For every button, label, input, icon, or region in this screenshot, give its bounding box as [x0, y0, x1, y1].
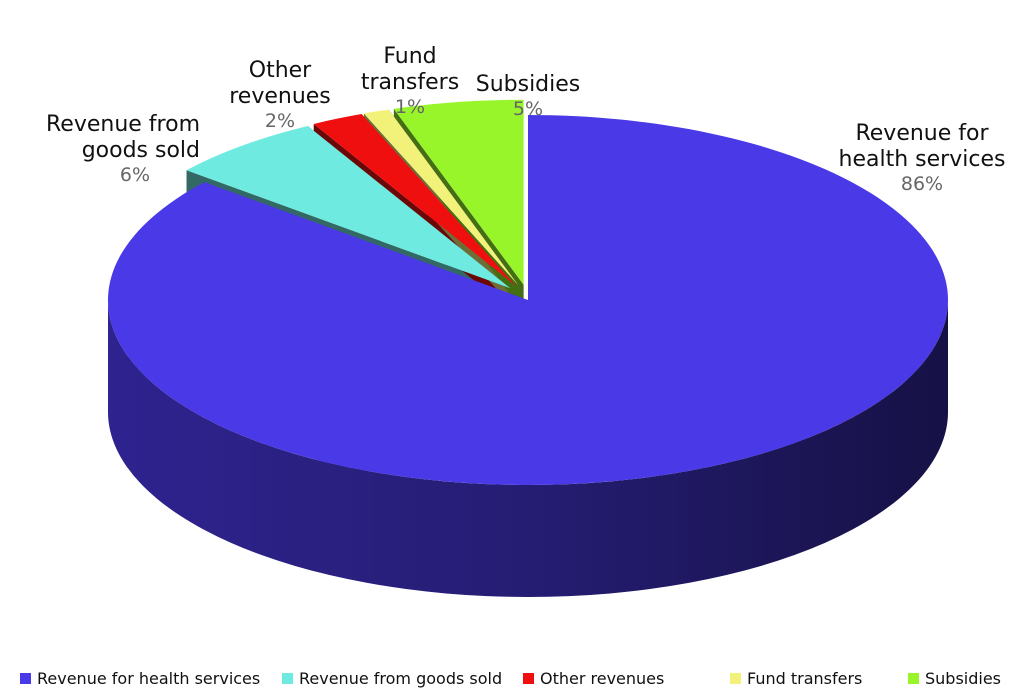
legend-item-revenue-goods-sold: Revenue from goods sold: [282, 669, 502, 688]
legend-swatch: [20, 673, 31, 684]
slice-percent-label: 5%: [512, 98, 544, 120]
pie-slice-revenue-for-health-services: [108, 115, 948, 485]
legend-label: Fund transfers: [747, 669, 863, 688]
legend-label: Revenue for health services: [37, 669, 261, 688]
pie-chart-svg: [108, 99, 948, 597]
slice-label-other-revenues: Other revenues 2%: [215, 32, 345, 158]
slice-label-text: Revenue for health services: [838, 121, 1006, 172]
slice-label-text: Fund transfers: [360, 44, 460, 95]
slice-percent-label: 6%: [119, 164, 151, 186]
legend-item-fund-transfers: Fund transfers: [730, 669, 862, 688]
legend-item-other-revenues: Other revenues: [523, 669, 664, 688]
slice-percent-label: 2%: [264, 110, 296, 132]
legend-swatch: [282, 673, 293, 684]
chart-legend: Revenue for health services Revenue from…: [20, 669, 1020, 691]
legend-label: Revenue from goods sold: [299, 669, 503, 688]
slice-label-text: Other revenues: [229, 58, 331, 109]
pie-slice-other-revenues: [313, 114, 517, 287]
pie-slice-side-0: [108, 300, 948, 597]
slice-label-fund-transfers: Fund transfers 1%: [345, 18, 475, 144]
slice-percent-label: 86%: [900, 173, 944, 195]
legend-swatch: [730, 673, 741, 684]
pie-slice-fund-transfers: [363, 109, 519, 286]
legend-label: Subsidies: [925, 669, 1002, 688]
slice-label-text: Revenue from goods sold: [46, 112, 200, 163]
slice-label-revenue-goods-sold: Revenue from goods sold 6%: [10, 86, 200, 212]
slice-percent-label: 1%: [394, 96, 426, 118]
pie-slice-revenue-from-goods-sold: [186, 126, 511, 289]
legend-swatch: [908, 673, 919, 684]
legend-label: Other revenues: [540, 669, 665, 688]
pie-slice-subsidies: [393, 99, 524, 285]
slice-label-revenue-health-services: Revenue for health services 86%: [822, 95, 1021, 221]
slice-label-text: Subsidies: [475, 72, 581, 97]
slice-label-subsidies: Subsidies 5%: [468, 46, 588, 146]
legend-swatch: [523, 673, 534, 684]
legend-item-revenue-health-services: Revenue for health services: [20, 669, 260, 688]
legend-item-subsidies: Subsidies: [908, 669, 1001, 688]
